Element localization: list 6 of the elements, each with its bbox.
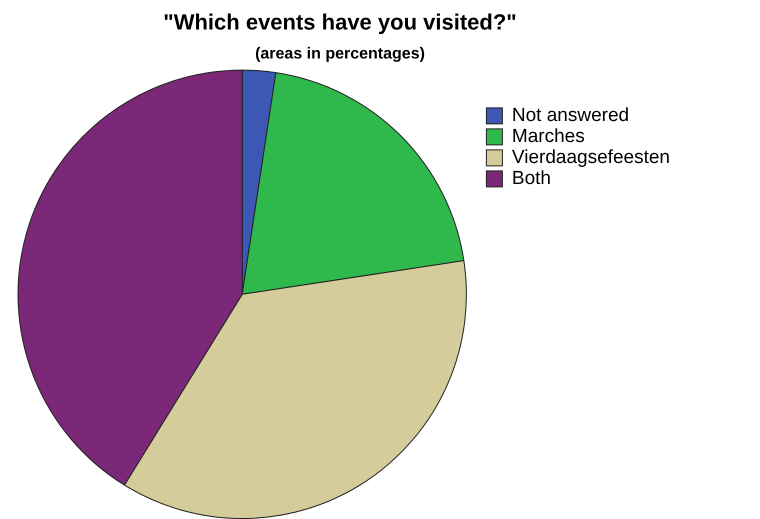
legend-label: Both [512,168,551,190]
legend-label: Vierdaagsefeesten [512,147,670,168]
chart-title: "Which events have you visited?" [163,9,517,34]
legend-label: Not answered [512,105,630,126]
legend-label: Marches [512,126,585,148]
chart-subtitle: (areas in percentages) [255,45,425,62]
